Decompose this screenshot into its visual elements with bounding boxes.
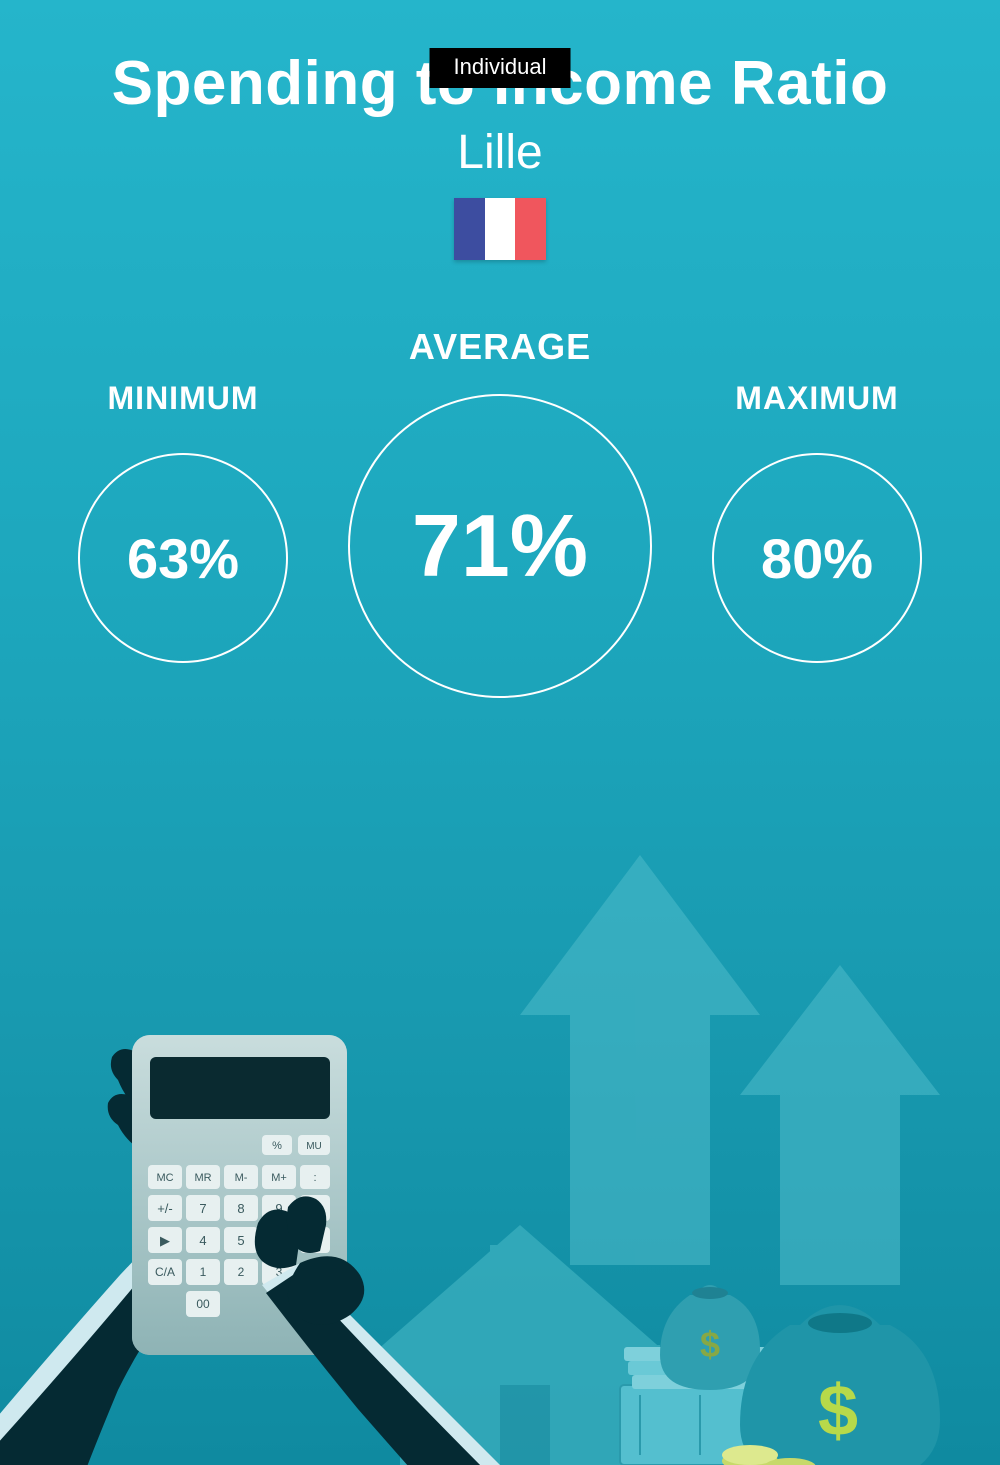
category-badge: Individual (430, 48, 571, 88)
svg-text:C/A: C/A (155, 1265, 175, 1279)
svg-text:%: % (272, 1140, 282, 1152)
svg-text:4: 4 (199, 1233, 206, 1248)
stat-average-label: AVERAGE (409, 326, 591, 368)
stats-row: MINIMUM 63% AVERAGE 71% MAXIMUM 80% (0, 326, 1000, 698)
svg-text:M+: M+ (271, 1172, 287, 1184)
svg-text:00: 00 (196, 1297, 210, 1311)
stat-maximum-circle: 80% (712, 453, 922, 663)
flag-stripe-red (515, 198, 546, 260)
france-flag-icon (454, 198, 546, 260)
stat-average: AVERAGE 71% (348, 326, 652, 698)
stat-average-value: 71% (412, 495, 588, 597)
svg-text:8: 8 (237, 1201, 244, 1216)
city-name: Lille (0, 125, 1000, 180)
illustration: $ $ % MU (0, 845, 1000, 1465)
stat-average-circle: 71% (348, 394, 652, 698)
svg-text:3: 3 (276, 1265, 283, 1279)
svg-text:MR: MR (194, 1172, 211, 1184)
svg-text:MU: MU (306, 1141, 322, 1152)
svg-text:5: 5 (237, 1233, 244, 1248)
stat-minimum-value: 63% (127, 526, 239, 591)
svg-text:7: 7 (199, 1201, 206, 1216)
svg-text:$: $ (700, 1324, 720, 1365)
svg-text:MC: MC (156, 1172, 173, 1184)
svg-text::: : (313, 1172, 316, 1184)
flag-stripe-white (485, 198, 516, 260)
stat-minimum: MINIMUM 63% (78, 380, 288, 663)
svg-text:x: x (312, 1201, 319, 1216)
svg-text:-: - (313, 1233, 317, 1248)
stat-maximum-value: 80% (761, 526, 873, 591)
stat-minimum-circle: 63% (78, 453, 288, 663)
svg-text:M-: M- (235, 1172, 248, 1184)
svg-text:+/-: +/- (157, 1201, 173, 1216)
svg-text:1: 1 (200, 1265, 207, 1279)
svg-text:▶: ▶ (160, 1233, 170, 1248)
stat-minimum-label: MINIMUM (108, 380, 259, 417)
stat-maximum-label: MAXIMUM (735, 380, 898, 417)
flag-stripe-blue (454, 198, 485, 260)
svg-text:9: 9 (275, 1201, 282, 1216)
svg-text:6: 6 (275, 1233, 282, 1248)
svg-text:2: 2 (238, 1265, 245, 1279)
svg-text:$: $ (818, 1371, 858, 1451)
stat-maximum: MAXIMUM 80% (712, 380, 922, 663)
